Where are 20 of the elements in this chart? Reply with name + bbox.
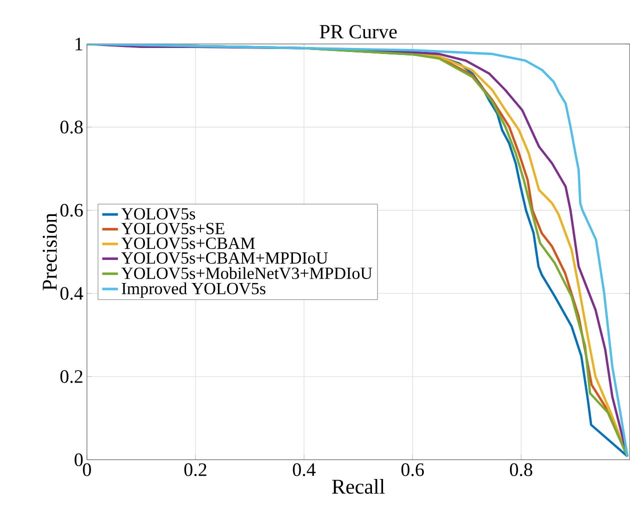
y-tick-label: 0.8 (60, 120, 83, 134)
y-tick-label: 0.2 (60, 370, 82, 384)
legend-label: YOLOV5s (121, 208, 196, 220)
x-tick-label: 0.6 (401, 463, 424, 476)
y-tick-label: 0.4 (60, 287, 84, 300)
line-series (86, 44, 629, 458)
x-tick-label: 0.8 (510, 463, 532, 476)
chart-title: PR Curve (320, 25, 397, 39)
legend-label: YOLOV5s+MobileNetV3+MPDIoU (121, 267, 372, 280)
legend-label: YOLOV5s+SE (121, 222, 224, 234)
y-tick-label: 0.6 (60, 204, 83, 217)
y-axis-title: Precision (42, 213, 57, 290)
x-tick-label: 0.4 (292, 463, 316, 476)
y-tick-label: 1 (76, 38, 82, 50)
legend-label: Improved YOLOV5s (122, 282, 266, 298)
y-tick-label: 0 (74, 453, 83, 466)
x-tick-label: 0.2 (184, 463, 206, 476)
legend-label: YOLOV5s+CBAM (121, 238, 255, 250)
legend-label: YOLOV5s+CBAM+MPDIoU (121, 252, 328, 264)
x-axis-title: Recall (332, 479, 385, 494)
